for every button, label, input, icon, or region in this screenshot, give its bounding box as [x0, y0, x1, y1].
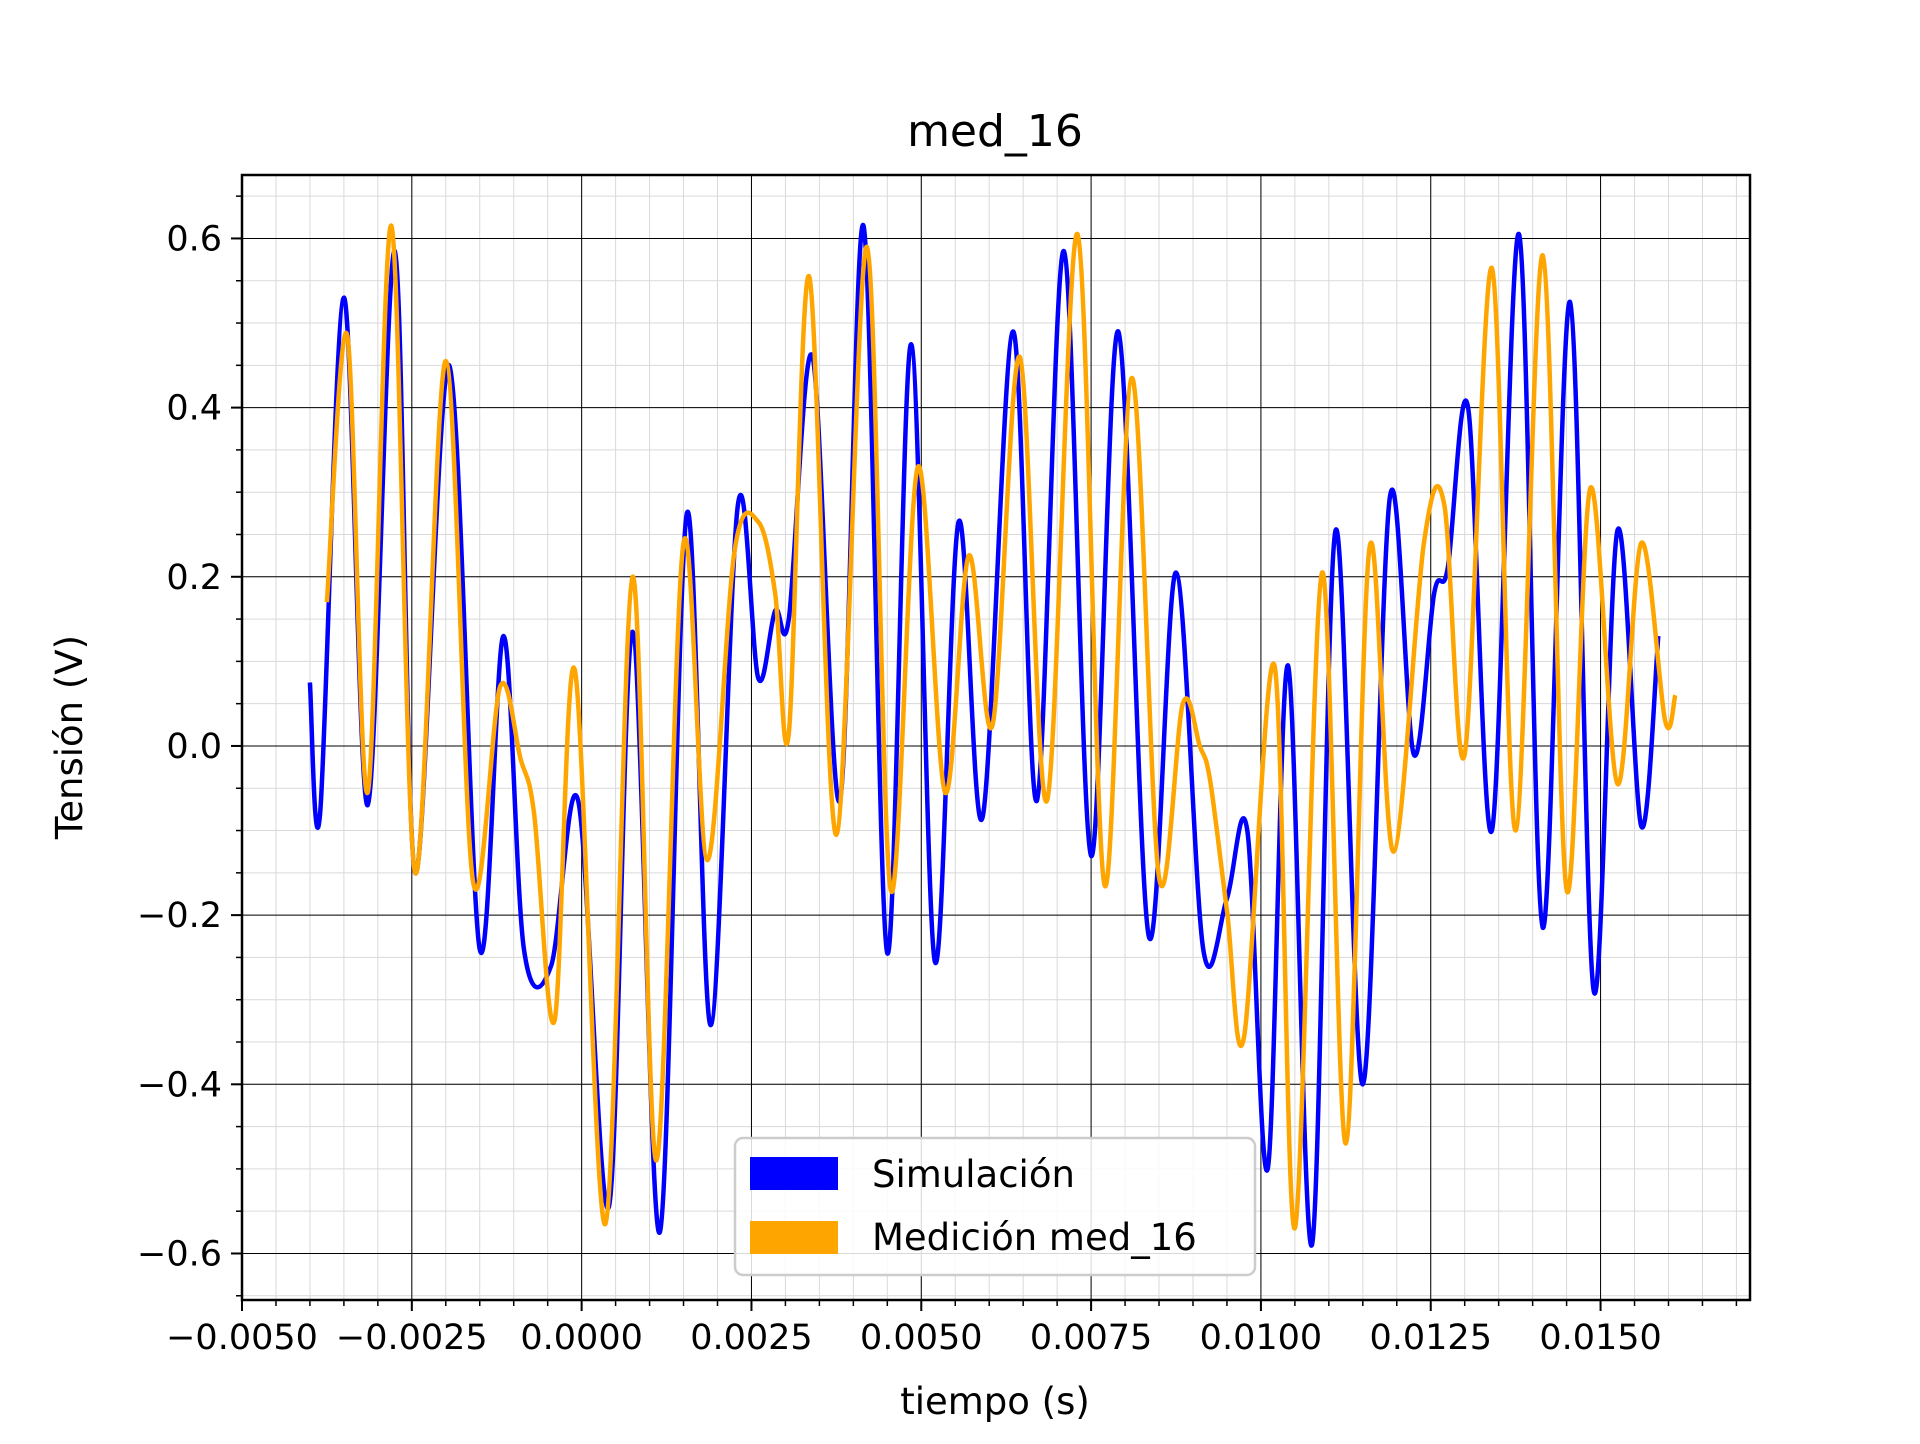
series-medicion-line — [324, 223, 1678, 1231]
y-tick-label: 0.4 — [166, 389, 222, 429]
plot-frame — [240, 173, 1752, 1302]
x-tick-labels: −0.0050 −0.0025 0.0000 0.0025 0.0050 0.0075 0.… — [166, 1318, 1662, 1358]
legend: Simulación Medición med_16 — [733, 1136, 1257, 1277]
legend-label-simulacion: Simulación — [872, 1153, 1075, 1196]
chart-title: med_16 — [907, 106, 1083, 157]
x-tick-label: 0.0050 — [860, 1318, 982, 1358]
x-tick-label: 0.0150 — [1539, 1318, 1661, 1358]
y-tick-label: −0.4 — [137, 1065, 222, 1105]
y-axis-label: Tensión (V) — [48, 635, 91, 840]
x-axis-label: tiempo (s) — [900, 1380, 1090, 1423]
legend-swatch-simulacion — [750, 1157, 838, 1190]
x-tick-label: −0.0050 — [166, 1318, 318, 1358]
x-tick-label: −0.0025 — [336, 1318, 488, 1358]
x-tick-label: 0.0100 — [1200, 1318, 1322, 1358]
y-tick-labels: −0.6 −0.4 −0.2 0.0 0.2 0.4 0.6 — [137, 219, 222, 1274]
series-simulacion-line — [307, 223, 1661, 1248]
y-tick-label: −0.6 — [137, 1234, 222, 1274]
y-tick-label: 0.0 — [166, 727, 222, 767]
legend-swatch-medicion — [750, 1221, 838, 1254]
x-tick-label: 0.0075 — [1030, 1318, 1152, 1358]
y-tick-label: 0.2 — [166, 558, 222, 598]
series-layer — [307, 223, 1678, 1248]
x-tick-label: 0.0000 — [520, 1318, 642, 1358]
axis-ticks — [231, 195, 1738, 1311]
y-tick-label: 0.6 — [166, 219, 222, 259]
legend-label-medicion: Medición med_16 — [872, 1216, 1197, 1259]
legend-box — [733, 1136, 1257, 1277]
y-tick-label: −0.2 — [137, 896, 222, 936]
x-tick-label: 0.0025 — [690, 1318, 812, 1358]
x-tick-label: 0.0125 — [1370, 1318, 1492, 1358]
